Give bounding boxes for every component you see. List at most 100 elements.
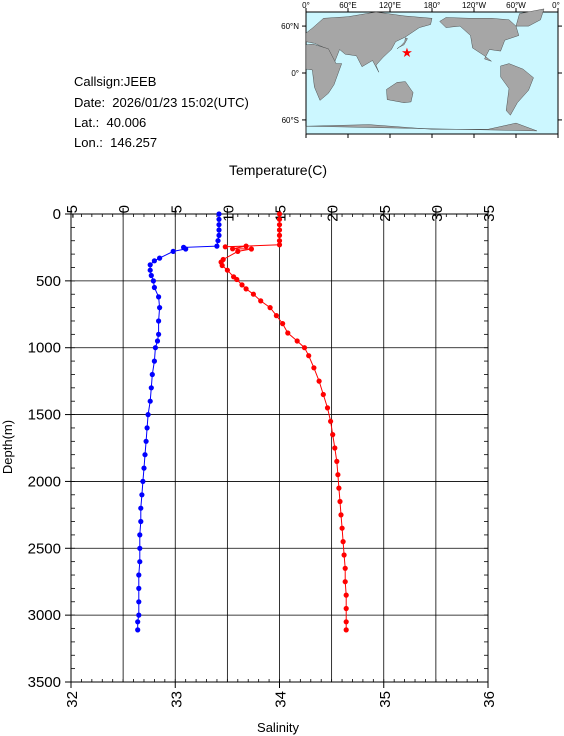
- map-lat-label: 0°: [291, 69, 299, 78]
- map-lon-label: 0°: [552, 1, 560, 10]
- temperature-data-point: [243, 286, 249, 292]
- chart-series: [135, 211, 349, 633]
- salinity-tick-label: 35: [377, 691, 394, 708]
- salinity-tick-label: 36: [481, 691, 498, 708]
- salinity-data-point: [156, 318, 162, 324]
- temperature-tick-label: 10: [220, 205, 237, 222]
- temperature-data-point: [340, 539, 346, 545]
- salinity-data-point: [148, 272, 154, 279]
- salinity-data-point: [150, 278, 156, 284]
- map-lon-label: 60°W: [506, 1, 526, 10]
- salinity-data-point: [156, 294, 162, 300]
- station-longitude: Lon.: 146.257: [74, 135, 158, 150]
- temperature-data-point: [267, 305, 273, 311]
- salinity-data-point: [216, 222, 222, 228]
- salinity-data-point: [183, 246, 189, 252]
- temperature-data-point: [334, 458, 340, 464]
- salinity-data-point: [152, 345, 158, 351]
- temperature-data-point: [320, 391, 326, 398]
- temperature-data-point: [243, 243, 249, 249]
- salinity-data-point: [135, 627, 141, 633]
- temperature-data-point: [276, 216, 283, 222]
- salinity-data-point: [148, 385, 154, 391]
- salinity-data-point: [138, 518, 144, 525]
- salinity-data-point: [143, 438, 149, 444]
- salinity-data-point: [137, 545, 143, 551]
- map-lat-label: 60°N: [281, 22, 299, 31]
- temperature-data-point: [234, 276, 240, 283]
- salinity-tick-label: 34: [273, 691, 290, 708]
- temperature-data-point: [276, 227, 283, 233]
- depth-tick-label: 2500: [28, 540, 61, 557]
- salinity-data-point: [216, 211, 222, 217]
- temperature-data-point: [337, 498, 343, 505]
- depth-tick-label: 1000: [28, 340, 61, 357]
- map-lon-label: 60°E: [339, 1, 356, 10]
- temperature-data-point: [222, 244, 228, 250]
- temperature-data-point: [328, 418, 334, 424]
- depth-axis-label: Depth(m): [0, 420, 15, 474]
- antarctica-land: [305, 122, 538, 134]
- temperature-data-point: [230, 246, 236, 252]
- salinity-data-point: [149, 371, 155, 378]
- salinity-data-point: [157, 255, 163, 261]
- salinity-tick-label: 33: [168, 691, 185, 708]
- salinity-data-point: [147, 262, 153, 268]
- salinity-data-point: [151, 284, 157, 291]
- temperature-data-point: [273, 313, 279, 319]
- chart-grid: [71, 214, 488, 682]
- chart-axes: -505101520253035323334353605001000150020…: [28, 205, 498, 708]
- temperature-data-point: [311, 365, 317, 371]
- depth-tick-label: 3000: [28, 607, 61, 624]
- temperature-data-point: [276, 222, 283, 228]
- temperature-data-point: [285, 330, 291, 336]
- map-lon-label: 120°W: [462, 1, 487, 10]
- temperature-data-point: [306, 353, 312, 359]
- map-lon-label: 120°E: [379, 1, 401, 10]
- salinity-data-point: [151, 258, 157, 264]
- map-lat-label: 60°S: [282, 116, 299, 125]
- temperature-data-point: [339, 525, 345, 531]
- salinity-data-point: [215, 238, 221, 244]
- salinity-axis-label: Salinity: [257, 720, 299, 735]
- temperature-data-point: [335, 472, 341, 478]
- salinity-data-point: [136, 599, 142, 605]
- temperature-data-point: [341, 552, 347, 558]
- salinity-data-point: [136, 572, 142, 578]
- temperature-data-point: [330, 432, 336, 438]
- temperature-tick-label: -5: [64, 205, 81, 218]
- salinity-data-point: [136, 612, 142, 618]
- salinity-data-point: [144, 425, 150, 431]
- map-lon-label: 180°: [424, 1, 441, 10]
- salinity-data-point: [147, 267, 153, 273]
- salinity-data-point: [147, 398, 153, 404]
- salinity-data-point: [216, 216, 222, 222]
- map-marker-star-icon: ★: [401, 46, 413, 61]
- temperature-data-point: [324, 405, 331, 411]
- temperature-data-point: [276, 211, 283, 217]
- temperature-data-point: [301, 345, 308, 351]
- temperature-data-point: [316, 378, 322, 384]
- salinity-data-point: [141, 465, 147, 471]
- temperature-tick-label: 30: [429, 205, 446, 222]
- temperature-tick-label: 20: [325, 205, 342, 222]
- temperature-tick-label: 0: [116, 205, 133, 213]
- temperature-data-point: [219, 262, 225, 269]
- salinity-data-point: [157, 305, 163, 311]
- salinity-data-point: [138, 505, 144, 511]
- temperature-data-point: [280, 321, 286, 327]
- depth-tick-label: 3500: [28, 674, 61, 691]
- location-map: 0° 60°E 120°E 180° 120°W 60°W 0° 60°N 0° 60°S ★: [281, 1, 562, 138]
- map-lon-label: 0°: [302, 1, 310, 10]
- temperature-data-point: [342, 579, 348, 585]
- salinity-data-point: [214, 243, 220, 249]
- temperature-data-point: [336, 485, 342, 491]
- greenland-land: [515, 8, 545, 27]
- temperature-tick-label: 35: [481, 205, 498, 222]
- depth-tick-label: 0: [53, 206, 61, 223]
- depth-tick-label: 500: [36, 273, 61, 290]
- salinity-tick-label: 32: [64, 691, 81, 708]
- salinity-data-point: [139, 492, 145, 498]
- map-labels: 0° 60°E 120°E 180° 120°W 60°W 0° 60°N 0° 60°S: [281, 1, 560, 125]
